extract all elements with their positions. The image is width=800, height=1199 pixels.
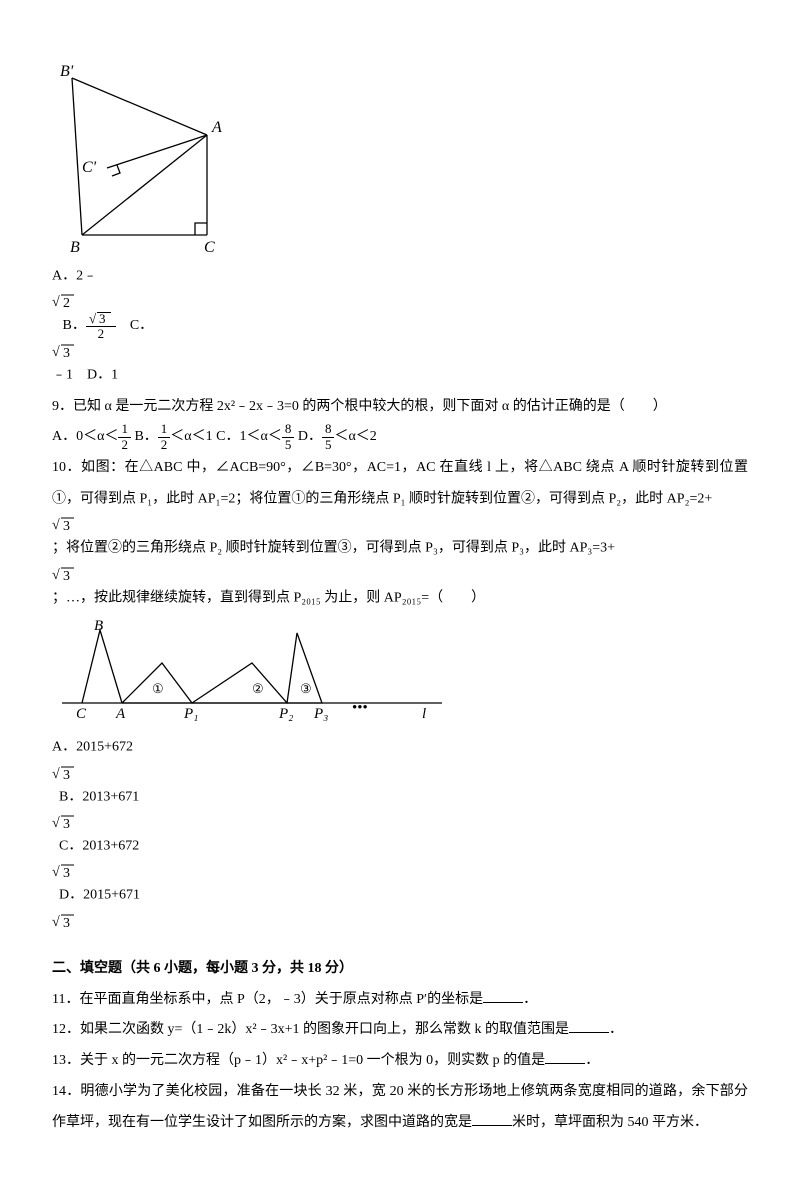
label-C: C	[204, 239, 215, 255]
optB-text: B．	[63, 318, 86, 333]
svg-text:√: √	[52, 915, 60, 930]
q11-end: ．	[523, 992, 537, 1007]
q14-blank[interactable]	[472, 1111, 512, 1126]
q9-stem: 9．已知 α 是一元二次方程 2x²﹣2x﹣3=0 的两个根中较大的根，则下面对…	[52, 392, 748, 423]
q11: 11．在平面直角坐标系中，点 P（2，﹣3）关于原点对称点 P′的坐标是 ．	[52, 985, 748, 1016]
svg-text:√: √	[52, 816, 60, 831]
q12-end: ．	[609, 1022, 623, 1037]
q11-blank[interactable]	[483, 988, 523, 1003]
svg-text:√: √	[52, 767, 60, 782]
fig2-mark1: ①	[152, 681, 164, 696]
fig2-P2: P₂	[278, 706, 293, 722]
svg-text:3: 3	[99, 311, 106, 326]
q10-optB-pre: B．2013+671	[59, 789, 139, 804]
svg-text:3: 3	[63, 768, 70, 782]
svg-text:3: 3	[63, 569, 70, 583]
q10-text-3: ；…，按此规律继续旋转，直到得到点 P₂₀₁₅ 为止，则 AP₂₀₁₅=（ ）	[52, 590, 485, 605]
svg-text:3: 3	[63, 346, 70, 360]
fig2-mark2: ②	[252, 681, 264, 696]
svg-text:√: √	[52, 568, 60, 583]
q10-optA-pre: A．2015+672	[52, 740, 133, 755]
q10-text-2: ；将位置②的三角形绕点 P₂ 顺时针旋转到位置③，可得到点 P₃，可得到点 P₃…	[52, 541, 615, 556]
q13: 13．关于 x 的一元二次方程（p﹣1）x²﹣x+p²﹣1=0 一个根为 0，则…	[52, 1046, 748, 1077]
label-B-prime: B'	[60, 63, 74, 80]
q9-optA-pre: A．0＜α＜	[52, 429, 118, 444]
svg-text:3: 3	[63, 519, 70, 533]
fig2-dots: •••	[352, 700, 368, 716]
q11-text: 11．在平面直角坐标系中，点 P（2，﹣3）关于原点对称点 P′的坐标是	[52, 992, 483, 1007]
figure-triangle-rotation: B' A C' B C	[52, 60, 748, 255]
section-2-title: 二、填空题（共 6 小题，每小题 3 分，共 18 分）	[52, 954, 748, 985]
optD-text: D．1	[87, 368, 118, 383]
svg-text:3: 3	[63, 916, 70, 930]
q13-blank[interactable]	[545, 1049, 585, 1064]
fig2-C: C	[76, 706, 87, 722]
q12-text: 12．如果二次函数 y=（1﹣2k）x²﹣3x+1 的图象开口向上，那么常数 k…	[52, 1022, 569, 1037]
label-A: A	[211, 119, 222, 136]
fig2-P1: P₁	[183, 706, 198, 722]
q13-text: 13．关于 x 的一元二次方程（p﹣1）x²﹣x+p²﹣1=0 一个根为 0，则…	[52, 1053, 545, 1068]
svg-text:2: 2	[63, 296, 70, 310]
svg-text:3: 3	[63, 817, 70, 831]
q10-optC-pre: C．2013+672	[59, 839, 139, 854]
q9-optD-post: ＜α＜2	[334, 429, 376, 444]
q10-options: A．2015+672√3 B．2013+671√3 C．2013+672√3 D…	[52, 732, 748, 930]
svg-text:√: √	[52, 295, 60, 310]
fig2-P3: P₃	[313, 706, 328, 722]
q13-end: ．	[585, 1053, 599, 1068]
q8-options: A．2﹣√2 B．√32 C．√3﹣1 D．1	[52, 261, 748, 392]
q9-optB-pre: B．	[134, 429, 157, 444]
q12: 12．如果二次函数 y=（1﹣2k）x²﹣3x+1 的图象开口向上，那么常数 k…	[52, 1015, 748, 1046]
fig2-mark3: ③	[300, 681, 312, 696]
optC-text: C．	[130, 318, 153, 333]
optC-post: ﹣1	[52, 368, 73, 383]
fig2-B: B	[94, 618, 103, 634]
svg-text:√: √	[52, 518, 60, 533]
fig2-l: l	[422, 706, 426, 722]
q9-optD-pre: D．	[298, 429, 322, 444]
figure-rotation-sequence: B C A P₁ P₂ P₃ ••• l ① ② ③	[52, 618, 748, 728]
q14: 14．明德小学为了美化校园，准备在一块长 32 米，宽 20 米的长方形场地上修…	[52, 1077, 748, 1139]
fig2-A: A	[115, 706, 126, 722]
q10-text-1: 10．如图：在△ABC 中，∠ACB=90°，∠B=30°，AC=1，AC 在直…	[52, 460, 748, 506]
svg-text:√: √	[89, 311, 97, 326]
q14-text-b: 米时，草坪面积为 540 平方米．	[512, 1115, 708, 1130]
svg-text:√: √	[52, 865, 60, 880]
q9-options: A．0＜α＜12 B．12＜α＜1 C．1＜α＜85 D．85＜α＜2	[52, 422, 748, 453]
label-C-prime: C'	[82, 159, 97, 176]
q12-blank[interactable]	[569, 1018, 609, 1033]
q9-optC-pre: C．1＜α＜	[216, 429, 282, 444]
svg-text:3: 3	[63, 866, 70, 880]
label-B: B	[70, 239, 80, 255]
svg-text:√: √	[52, 345, 60, 360]
q10-stem: 10．如图：在△ABC 中，∠ACB=90°，∠B=30°，AC=1，AC 在直…	[52, 453, 748, 614]
q9-optB-post: ＜α＜1	[170, 429, 212, 444]
optA-text: A．2﹣	[52, 269, 97, 284]
q10-optD-pre: D．2015+671	[59, 888, 140, 903]
